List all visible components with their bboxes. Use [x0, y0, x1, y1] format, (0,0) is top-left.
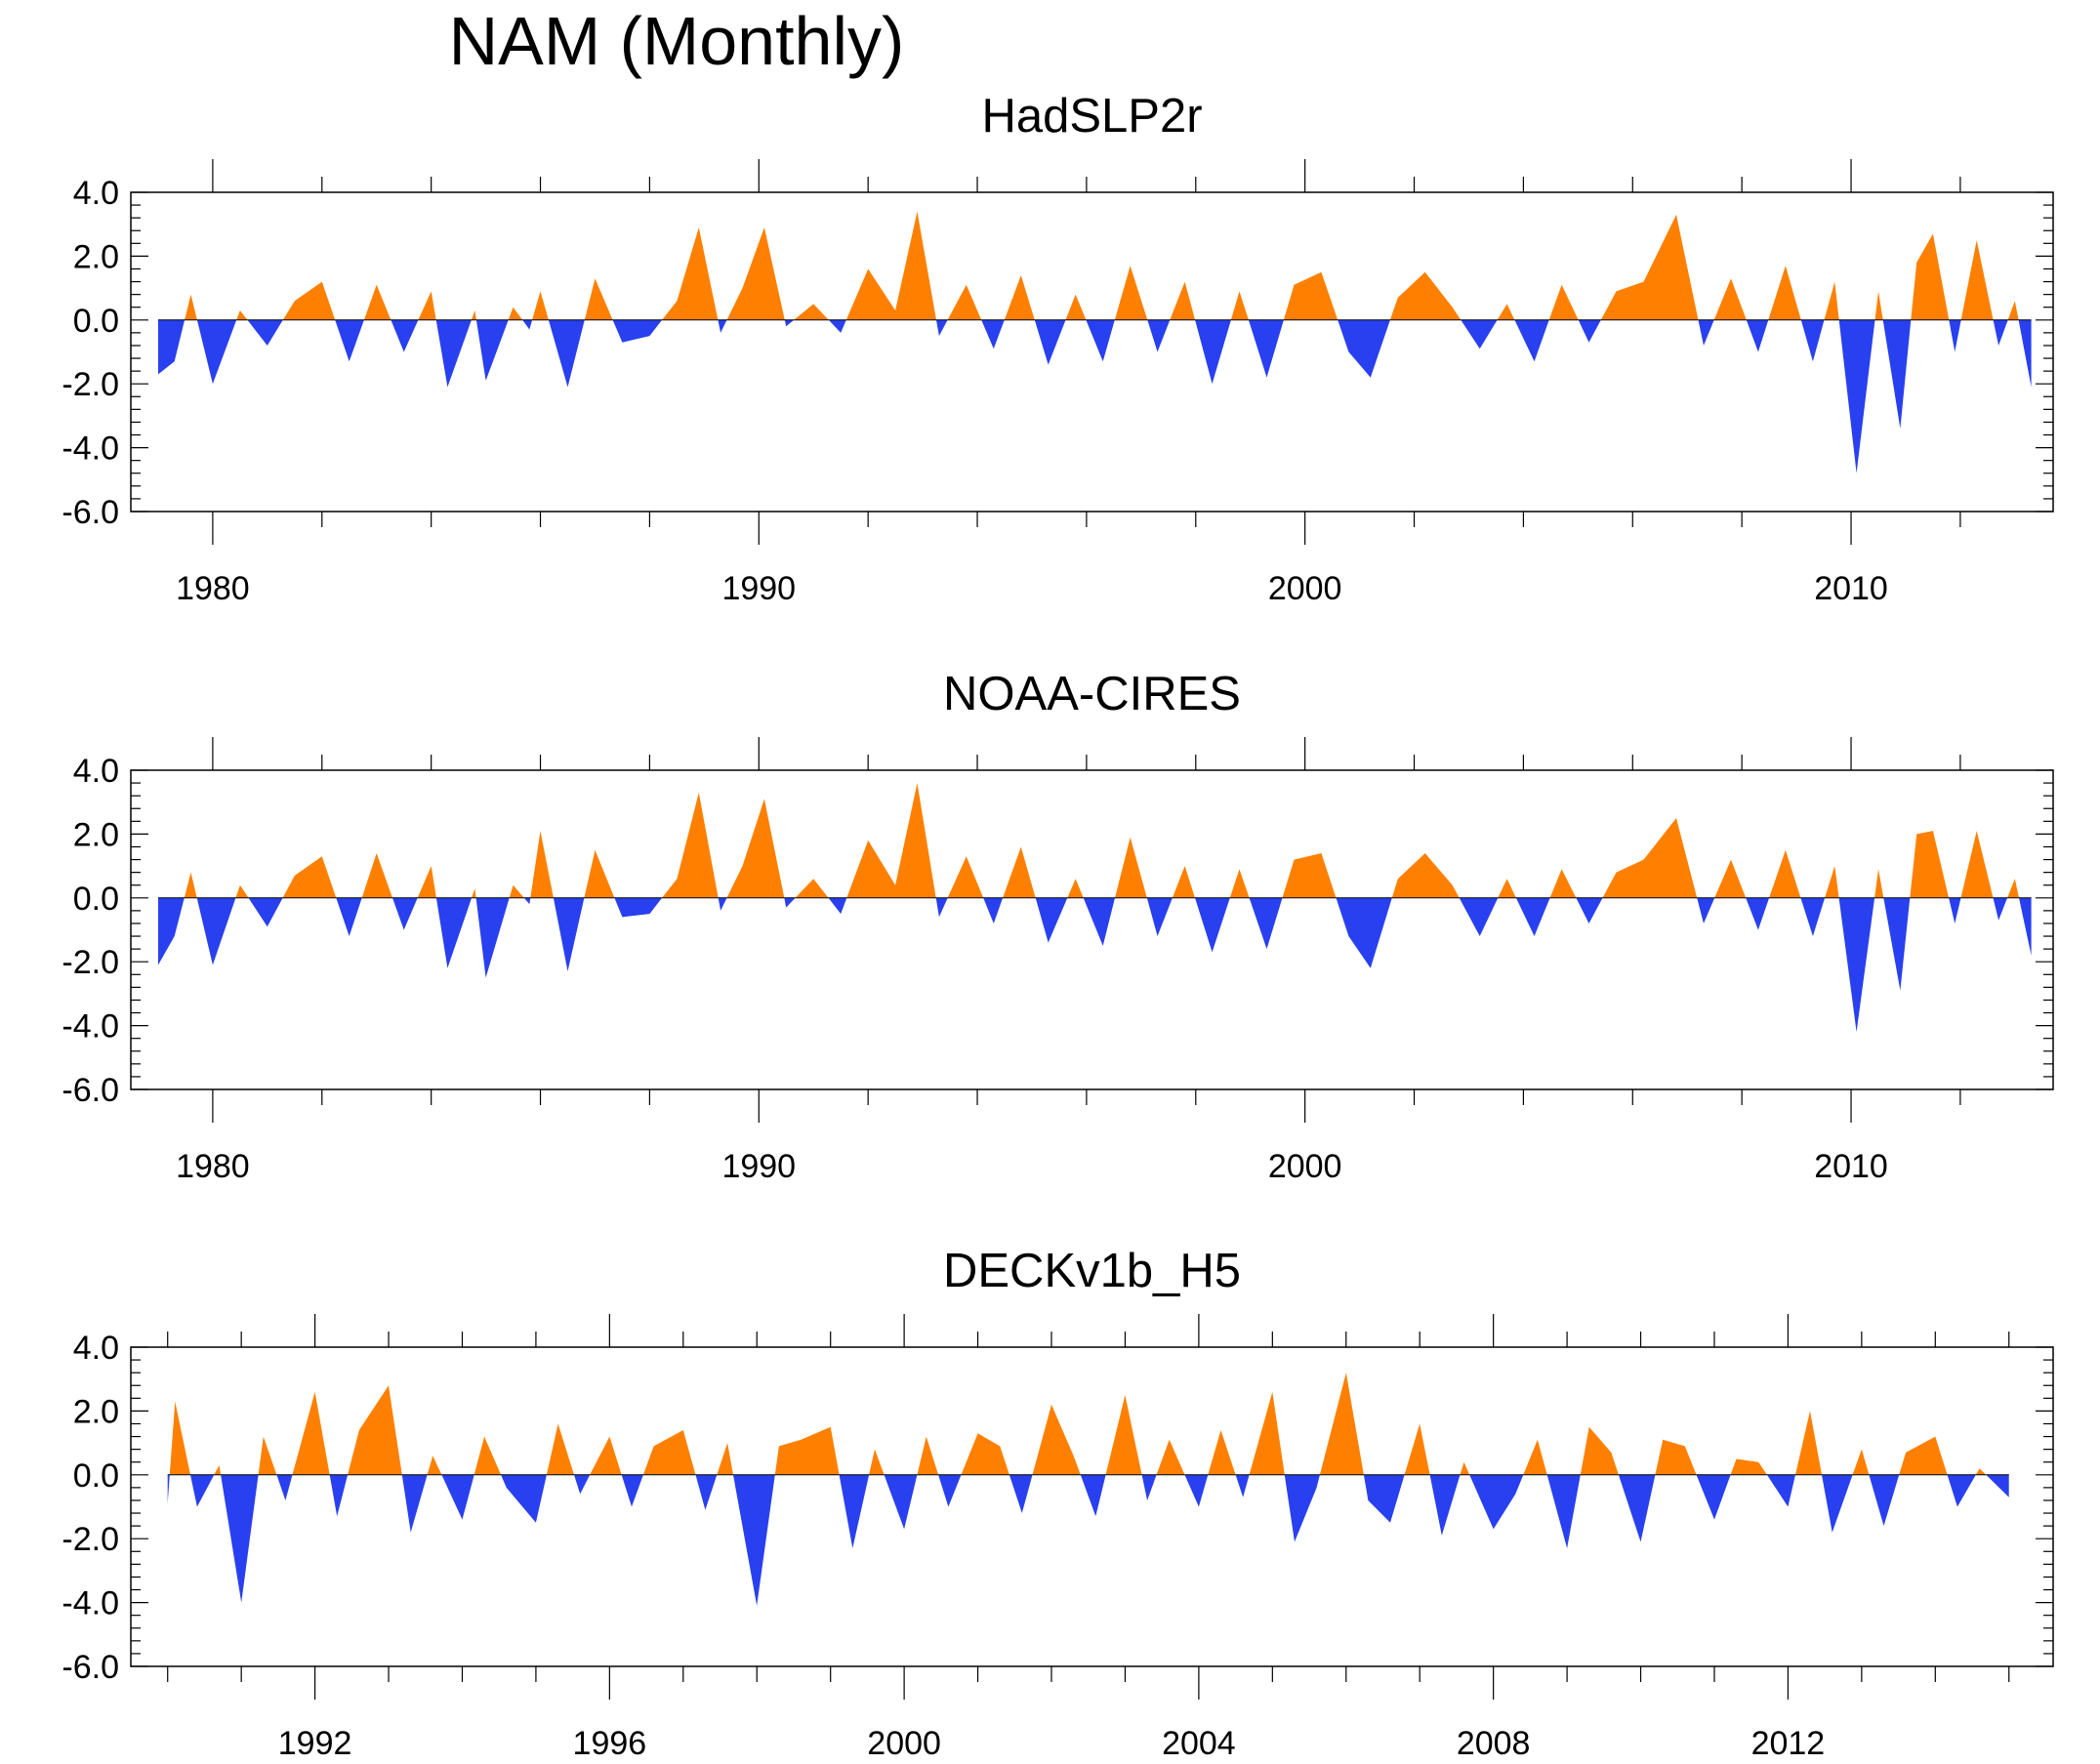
ytick-label: 2.0 — [73, 816, 119, 853]
xtick-label: 1990 — [721, 570, 796, 607]
ytick-label: -2.0 — [62, 1521, 119, 1558]
ytick-label: -6.0 — [62, 1072, 119, 1109]
positive-area — [167, 1373, 2009, 1475]
panel-title: NOAA-CIRES — [943, 668, 1241, 720]
ytick-label: 4.0 — [73, 175, 119, 212]
xtick-label: 2000 — [1268, 570, 1342, 607]
ytick-label: 0.0 — [73, 303, 119, 340]
plot-frame — [130, 1346, 2054, 1667]
ytick-label: 0.0 — [73, 1457, 119, 1495]
panel-title: DECKv1b_H5 — [943, 1245, 1241, 1297]
chart-panel-2: NOAA-CIRES 4.0 2.0 0.0 -2.0 -4.0 -6.0 1980 1990 2… — [62, 668, 2054, 1185]
positive-area — [158, 211, 2032, 320]
plot-frame — [130, 769, 2054, 1090]
xtick-label: 1980 — [176, 1148, 250, 1185]
main-title: NAM (Monthly) — [448, 3, 905, 79]
ytick-label: -6.0 — [62, 494, 119, 531]
panel-title: HadSLP2r — [981, 90, 1202, 143]
xtick-label: 1990 — [721, 1148, 796, 1185]
ytick-label: 4.0 — [73, 1330, 119, 1367]
chart-panel-3: DECKv1b_H5 4.0 2.0 0.0 -2.0 -4.0 -6.0 1992 1996 2… — [62, 1245, 2054, 1762]
ytick-label: -4.0 — [62, 1008, 119, 1046]
negative-area — [167, 1474, 2009, 1606]
ytick-label: 4.0 — [73, 753, 119, 790]
ytick-label: -2.0 — [62, 944, 119, 981]
xtick-label: 1992 — [278, 1725, 352, 1762]
ytick-label: 0.0 — [73, 881, 119, 918]
xtick-label: 1996 — [573, 1725, 647, 1762]
xtick-label: 2010 — [1814, 1148, 1888, 1185]
ytick-label: -4.0 — [62, 431, 119, 468]
negative-area — [158, 897, 2032, 1033]
xtick-label: 1980 — [176, 570, 250, 607]
ytick-label: 2.0 — [73, 238, 119, 275]
xtick-label: 2008 — [1457, 1725, 1531, 1762]
xtick-label: 2010 — [1814, 570, 1888, 607]
ytick-label: -6.0 — [62, 1649, 119, 1686]
plot-frame — [130, 191, 2054, 513]
xtick-label: 2000 — [1268, 1148, 1342, 1185]
ytick-label: -4.0 — [62, 1585, 119, 1622]
negative-area — [158, 319, 2032, 473]
ytick-label: 2.0 — [73, 1393, 119, 1430]
ytick-label: -2.0 — [62, 366, 119, 403]
xtick-label: 2000 — [867, 1725, 941, 1762]
xtick-label: 2012 — [1751, 1725, 1826, 1762]
positive-area — [158, 783, 2032, 898]
chart-panel-1: HadSLP2r 4.0 2.0 0.0 -2.0 -4.0 -6.0 1980 1990 200… — [62, 90, 2054, 607]
xtick-label: 2004 — [1162, 1725, 1236, 1762]
